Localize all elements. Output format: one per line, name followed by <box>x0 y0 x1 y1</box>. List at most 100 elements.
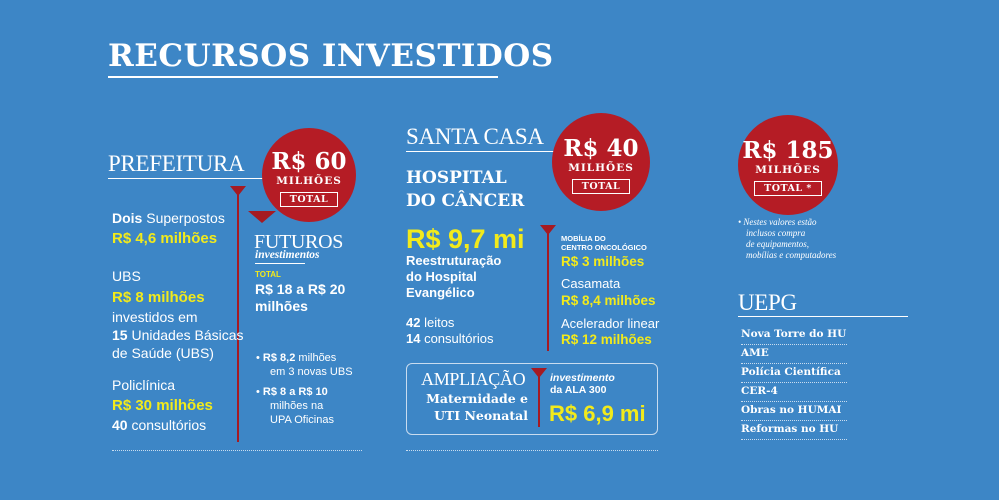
ampliacao-box <box>406 363 658 435</box>
badge-unit: MILHÕES <box>276 175 342 187</box>
page-title: RECURSOS INVESTIDOS <box>108 38 554 74</box>
uepg-rule <box>738 316 908 317</box>
mobilia-label-2: CENTRO ONCOLÓGICO <box>561 243 647 252</box>
santa-casa-divider <box>547 229 549 351</box>
ubs-value: R$ 8 milhões <box>112 289 205 306</box>
badge-unit: MILHÕES <box>755 164 821 176</box>
santa-casa-total-badge: R$ 40 MILHÕES TOTAL <box>552 113 650 211</box>
prefeitura-heading: PREFEITURA <box>108 151 245 176</box>
superpostos-label: Superpostos <box>142 210 225 226</box>
footnote-3: de equipamentos, <box>746 239 809 249</box>
badge-unit: MILHÕES <box>568 162 634 174</box>
santa-casa-footer-rule <box>406 450 658 451</box>
superpostos-value: R$ 4,6 milhões <box>112 230 218 247</box>
badge-total-label: TOTAL <box>279 192 339 207</box>
ubs-item: UBS R$ 8 milhões investidos em 15 Unidad… <box>112 267 244 362</box>
badge-amount: R$ 60 <box>271 148 347 175</box>
superpostos-item: Dois Superpostos R$ 4,6 milhões <box>112 209 225 249</box>
ampliacao-value: R$ 6,9 mi <box>549 401 646 426</box>
acelerador-label: Acelerador linear <box>561 316 660 331</box>
mobilia-label: MOBÍLIA DO CENTRO ONCOLÓGICO <box>561 234 647 252</box>
consultorios-count: 14 <box>406 331 421 346</box>
divider-arrow <box>230 186 246 196</box>
ampliacao-heading: AMPLIAÇÃO <box>421 369 526 389</box>
badge-total-label: TOTAL * <box>754 181 822 196</box>
divider-arrow <box>531 368 547 378</box>
futuros-total-value: R$ 18 a R$ 20 milhões <box>255 281 346 314</box>
hospital-desc: Reestruturação do Hospital Evangélico <box>406 253 501 301</box>
policlinica-value: R$ 30 milhões <box>112 397 213 414</box>
footnote-4: mobílias e computadores <box>746 250 837 260</box>
prefeitura-divider <box>237 190 239 442</box>
bullet-2-value: R$ 8 a R$ 10 <box>262 386 328 398</box>
ampliacao-inv-label-1: investimento <box>550 372 615 384</box>
leitos-count: 42 <box>406 315 421 330</box>
futuros-rule <box>255 263 305 264</box>
futuros-bullet-2: • R$ 8 a R$ 10 milhões na UPA Oficinas <box>256 385 334 427</box>
ubs-desc-2: Unidades Básicas <box>127 327 244 343</box>
futuros-heading: FUTUROS <box>254 231 344 253</box>
uepg-heading: UEPG <box>738 290 797 315</box>
title-underline <box>108 76 498 78</box>
bullet-2-desc-1: milhões na <box>270 400 324 412</box>
leitos-label: leitos <box>420 315 455 330</box>
prefeitura-rule <box>108 178 268 179</box>
badge-amount: R$ 40 <box>563 135 639 162</box>
bullet-dot-icon: • <box>256 352 263 364</box>
ampliacao-desc: Maternidade e UTI Neonatal <box>418 390 528 424</box>
prefeitura-footer-rule <box>112 450 362 451</box>
ampliacao-desc-2: UTI Neonatal <box>434 408 528 423</box>
ubs-count: 15 <box>112 327 128 343</box>
bullet-2-desc-2: UPA Oficinas <box>270 414 334 426</box>
overall-total-badge: R$ 185 MILHÕES TOTAL * <box>738 115 838 215</box>
bullet-1-value: R$ 8,2 <box>262 352 296 364</box>
bullet-1-desc: em 3 novas UBS <box>270 366 353 378</box>
list-item: Polícia Científica <box>741 364 847 383</box>
futuros-subheading: investimentos <box>255 249 320 261</box>
hospital-desc-1: Reestruturação <box>406 253 502 268</box>
superpostos-count: Dois <box>112 210 143 226</box>
ampliacao-desc-1: Maternidade e <box>426 391 528 406</box>
ubs-desc-1: investidos em <box>112 309 198 325</box>
ampliacao-divider <box>538 371 540 427</box>
consultorios-label: consultórios <box>420 331 494 346</box>
hospital-title-1: HOSPITAL <box>406 168 507 188</box>
mobilia-value: R$ 3 milhões <box>561 254 645 269</box>
list-item: CER-4 <box>741 383 847 402</box>
hospital-capacity: 42 leitos 14 consultórios <box>406 315 493 347</box>
santa-casa-heading: SANTA CASA <box>406 124 544 149</box>
bullet-1-unit: milhões <box>295 352 337 364</box>
footnote-1: • Nestes valores estão <box>738 217 817 227</box>
futuros-arrow <box>248 211 276 223</box>
list-item: AME <box>741 345 847 364</box>
hospital-big-value: R$ 9,7 mi <box>406 224 525 254</box>
list-item: Obras no HUMAI <box>741 402 847 421</box>
policlinica-desc: consultórios <box>127 417 207 433</box>
ubs-label: UBS <box>112 268 141 284</box>
footnote-2: inclusos compra <box>746 228 806 238</box>
futuros-total-label: TOTAL <box>255 270 281 279</box>
total-footnote: • Nestes valores estão inclusos compra d… <box>738 217 836 261</box>
hospital-desc-2: do Hospital <box>406 269 477 284</box>
policlinica-item: Policlínica R$ 30 milhões 40 consultório… <box>112 376 213 434</box>
badge-amount: R$ 185 <box>742 137 834 164</box>
casamata-value: R$ 8,4 milhões <box>561 293 656 308</box>
futuros-bullet-1: • R$ 8,2 milhões em 3 novas UBS <box>256 351 353 379</box>
hospital-cancer-title: HOSPITAL DO CÂNCER <box>406 167 524 213</box>
ampliacao-inv-label-2: da ALA 300 <box>550 384 607 396</box>
casamata-label: Casamata <box>561 276 621 291</box>
bullet-dot-icon: • <box>256 386 263 398</box>
hospital-title-2: DO CÂNCER <box>406 191 525 211</box>
policlinica-count: 40 <box>112 417 128 433</box>
policlinica-label: Policlínica <box>112 377 176 393</box>
ampliacao-inv-label: investimento da ALA 300 <box>550 372 615 396</box>
badge-total-label: TOTAL <box>571 179 631 194</box>
list-item: Nova Torre do HU <box>741 326 847 345</box>
mobilia-label-1: MOBÍLIA DO <box>561 234 606 243</box>
list-item: Reformas no HU <box>741 421 847 440</box>
santa-casa-rule <box>406 151 556 152</box>
acelerador-value: R$ 12 milhões <box>561 332 652 347</box>
ubs-desc-3: de Saúde (UBS) <box>112 345 214 361</box>
prefeitura-total-badge: R$ 60 MILHÕES TOTAL <box>262 128 356 222</box>
hospital-desc-3: Evangélico <box>406 285 475 300</box>
